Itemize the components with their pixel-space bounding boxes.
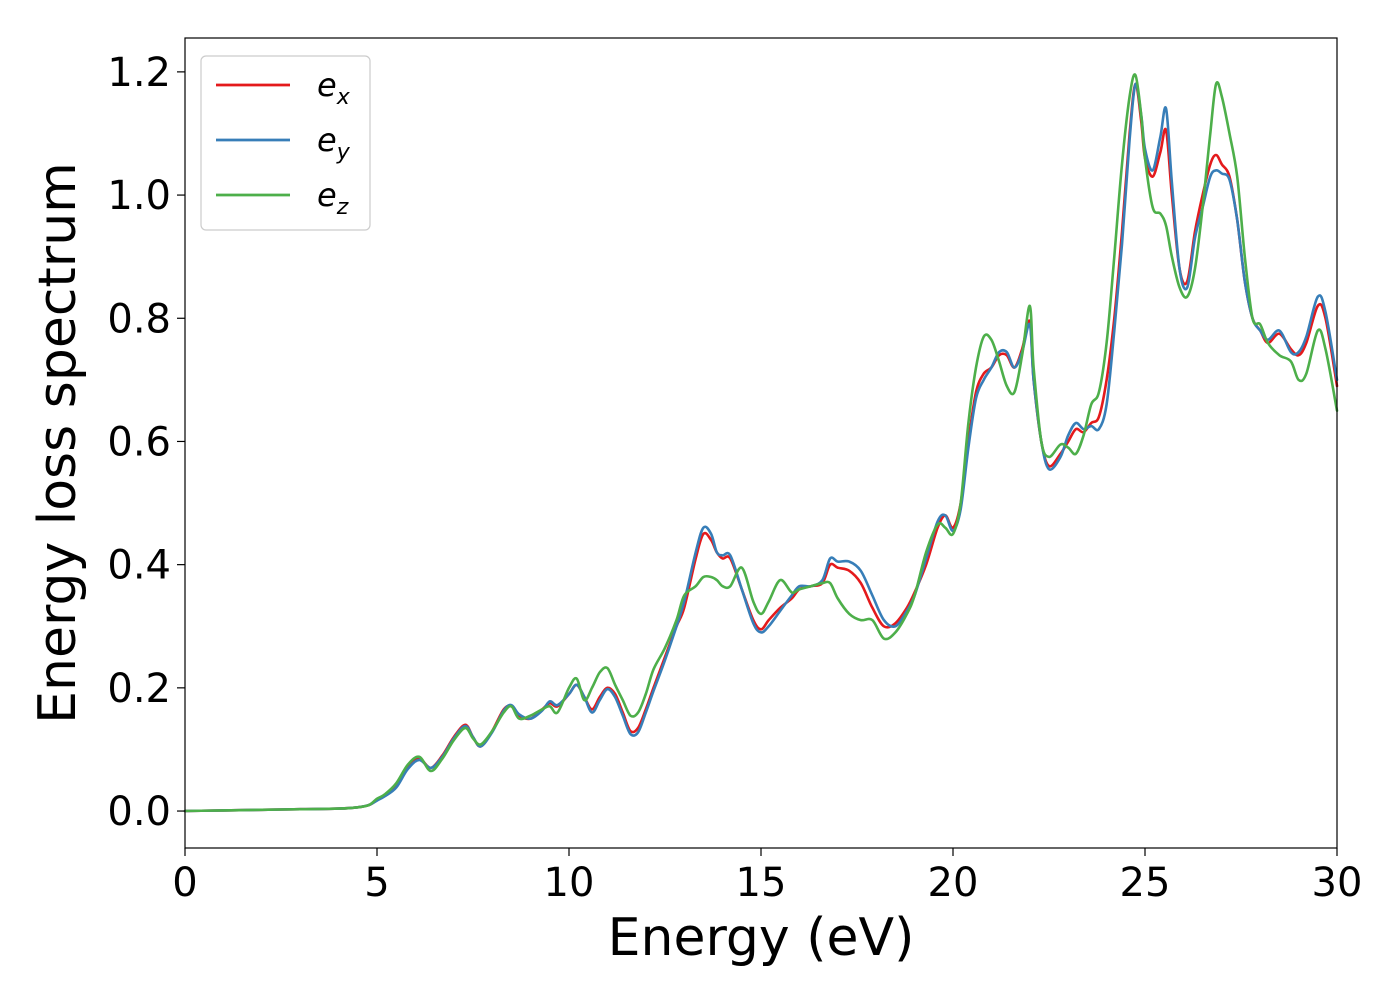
y-axis-label: Energy loss spectrum [28,162,88,724]
y-tick-label: 0.6 [107,419,171,465]
x-tick-label: 5 [364,860,389,906]
legend-box [200,55,371,231]
y-tick-label: 1.2 [107,50,171,96]
plot-area [185,38,1337,848]
series-line-z [183,73,1339,813]
y-tick-label: 0.0 [107,789,171,835]
x-tick-label: 0 [172,860,197,906]
x-tick-label: 25 [1120,860,1171,906]
x-tick-label: 10 [544,860,595,906]
x-axis: 0 5 10 15 20 25 30 [172,848,1362,906]
y-tick-label: 1.0 [107,173,171,219]
y-tick-label: 0.2 [107,666,171,712]
x-tick-label: 20 [928,860,979,906]
x-tick-label: 15 [736,860,787,906]
series-group [183,73,1339,813]
y-axis: 0.0 0.2 0.4 0.6 0.8 1.0 1.2 [107,50,185,835]
y-tick-label: 0.8 [107,296,171,342]
x-axis-label: Energy (eV) [608,908,915,968]
x-tick-label: 30 [1312,860,1363,906]
y-tick-label: 0.4 [107,543,171,589]
